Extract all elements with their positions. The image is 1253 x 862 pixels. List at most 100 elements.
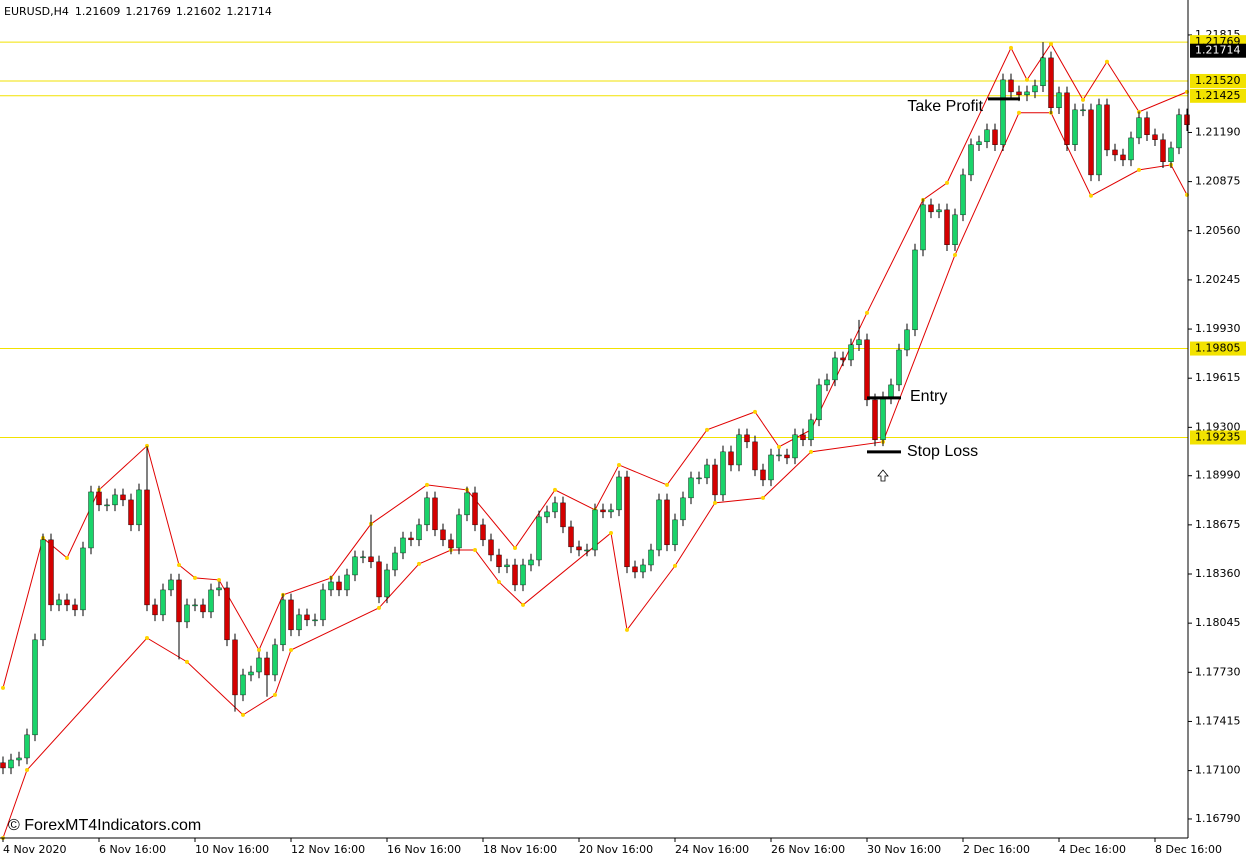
- candle-body: [824, 379, 830, 386]
- candle-body: [648, 549, 654, 566]
- candle-body: [712, 464, 718, 496]
- candle-body: [8, 759, 14, 769]
- candle-body: [760, 469, 766, 481]
- candle-body: [184, 604, 190, 623]
- candle-body: [904, 329, 910, 351]
- candle-body: [208, 589, 214, 613]
- candle-body: [584, 549, 590, 552]
- envelope-vertex: [753, 409, 757, 414]
- x-tick-label: 2 Dec 16:00: [963, 843, 1030, 856]
- candle-body: [552, 502, 558, 513]
- candle-body: [1168, 147, 1174, 162]
- candle-body: [992, 129, 998, 145]
- candle-body: [1000, 79, 1006, 145]
- bid-label: 1.21714: [1195, 44, 1241, 57]
- envelope-vertex: [217, 577, 221, 582]
- envelope-vertex: [289, 647, 293, 652]
- x-tick-label: 4 Dec 16:00: [1059, 843, 1126, 856]
- axes: 1.218151.211901.208751.205601.202451.199…: [2, 28, 1246, 856]
- y-tick-label: 1.19300: [1195, 420, 1241, 433]
- candle-body: [288, 599, 294, 631]
- candle-body: [384, 569, 390, 598]
- envelope-vertex: [473, 547, 477, 552]
- envelope-vertex: [257, 647, 261, 652]
- candle-body: [672, 519, 678, 546]
- candle-body: [1184, 114, 1190, 126]
- candle-body: [216, 587, 222, 591]
- header-open: 1.21609: [75, 5, 121, 18]
- candle-body: [704, 464, 710, 479]
- candle-body: [960, 174, 966, 216]
- candle-body: [512, 564, 518, 586]
- candle-body: [408, 537, 414, 541]
- candle-body: [1064, 92, 1070, 145]
- y-tick-label: 1.18045: [1195, 616, 1241, 629]
- y-tick-label: 1.18990: [1195, 469, 1241, 482]
- candle-body: [256, 657, 262, 673]
- candle-body: [1176, 114, 1182, 149]
- header-low: 1.21602: [176, 5, 222, 18]
- candle-body: [896, 349, 902, 386]
- candle-body: [616, 476, 622, 511]
- candle-body: [856, 339, 862, 346]
- level-label: 1.21425: [1195, 89, 1241, 102]
- candle-body: [864, 339, 870, 401]
- y-tick-label: 1.19930: [1195, 322, 1241, 335]
- envelope-vertex: [945, 180, 949, 185]
- candle-body: [936, 209, 942, 213]
- candle-body: [560, 502, 566, 528]
- candle-body: [624, 476, 630, 568]
- envelope-vertex: [177, 562, 181, 567]
- level-label-bg: [1190, 88, 1246, 103]
- envelope-vertex: [1089, 193, 1093, 198]
- candle-body: [96, 491, 102, 506]
- candle-body: [368, 556, 374, 563]
- candle-body: [1008, 79, 1014, 93]
- x-tick-label: 18 Nov 16:00: [483, 843, 557, 856]
- envelope-vertex: [1017, 110, 1021, 115]
- envelope-vertex: [1137, 167, 1141, 172]
- y-tick-label: 1.20560: [1195, 224, 1241, 237]
- candle-body: [176, 579, 182, 623]
- candle-body: [168, 579, 174, 591]
- candle-body: [24, 734, 30, 759]
- header-close: 1.21714: [226, 5, 272, 18]
- candle-body: [528, 559, 534, 566]
- candle-body: [744, 434, 750, 443]
- candle-body: [488, 539, 494, 556]
- y-tick-label: 1.17100: [1195, 764, 1241, 777]
- candle-body: [544, 511, 550, 518]
- arrow-icon: [877, 469, 889, 482]
- candle-body: [720, 451, 726, 496]
- envelope-vertex: [1, 685, 5, 690]
- candle-body: [840, 357, 846, 361]
- x-tick-label: 8 Dec 16:00: [1155, 843, 1222, 856]
- candle-body: [72, 604, 78, 611]
- candle-body: [776, 454, 782, 457]
- candle-body: [664, 499, 670, 546]
- candle-body: [688, 477, 694, 499]
- envelope-vertex: [1025, 77, 1029, 82]
- candle-body: [464, 492, 470, 516]
- x-tick-label: 16 Nov 16:00: [387, 843, 461, 856]
- chart-header: EURUSD,H4 1.21609 1.21769 1.21602 1.21714: [4, 5, 272, 18]
- candle-body: [784, 454, 790, 459]
- candles: [0, 42, 1190, 775]
- candle-body: [448, 539, 454, 549]
- candle-body: [736, 434, 742, 466]
- candle-body: [912, 249, 918, 331]
- y-tick-label: 1.20245: [1195, 273, 1241, 286]
- envelope-vertex: [1081, 97, 1085, 102]
- envelope-vertex: [145, 443, 149, 448]
- envelope-vertex: [673, 563, 677, 568]
- y-tick-label: 1.17415: [1195, 714, 1241, 727]
- candle-body: [1128, 137, 1134, 161]
- candle-body: [104, 504, 110, 507]
- candle-body: [1048, 57, 1054, 109]
- candle-body: [656, 499, 662, 551]
- envelope-vertex: [241, 712, 245, 717]
- y-tick-label: 1.18360: [1195, 567, 1241, 580]
- candle-body: [1112, 149, 1118, 156]
- envelope-vertex: [665, 482, 669, 487]
